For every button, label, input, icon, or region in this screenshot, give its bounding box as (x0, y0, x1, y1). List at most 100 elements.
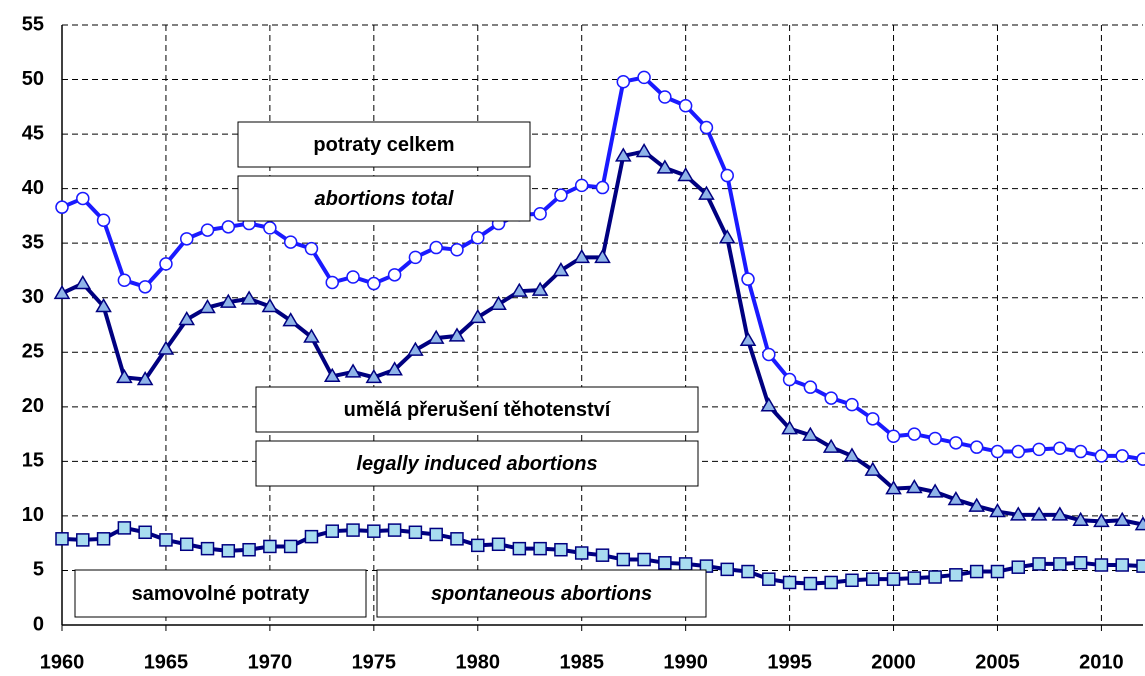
marker (74, 275, 92, 290)
marker (116, 368, 133, 384)
marker (677, 167, 694, 182)
label-box (255, 440, 699, 487)
marker (1073, 444, 1088, 459)
marker (907, 427, 922, 441)
x-tick-label: 1995 (767, 651, 812, 673)
marker (824, 391, 838, 405)
marker (739, 331, 757, 347)
marker (304, 241, 319, 256)
marker (658, 556, 672, 570)
marker (242, 542, 256, 557)
marker (387, 523, 402, 537)
marker (885, 480, 902, 495)
marker (1073, 556, 1088, 570)
marker (741, 564, 755, 579)
series-label: potraty celkem (313, 134, 454, 156)
marker (429, 527, 443, 542)
marker (969, 440, 984, 454)
marker (1115, 449, 1129, 463)
marker (448, 327, 466, 342)
marker (574, 178, 589, 193)
x-tick-label: 1985 (559, 651, 604, 673)
marker (573, 248, 591, 264)
y-tick-label: 55 (22, 13, 44, 35)
y-tick-label: 10 (22, 504, 44, 526)
label-box (255, 386, 699, 433)
marker (282, 312, 299, 327)
marker (157, 340, 175, 355)
marker (179, 232, 194, 246)
marker (720, 168, 734, 183)
marker (221, 544, 236, 558)
marker (76, 191, 90, 206)
marker (55, 200, 69, 214)
marker (949, 436, 963, 450)
marker (138, 280, 152, 294)
marker (782, 575, 797, 590)
marker (1136, 452, 1145, 466)
marker (221, 220, 236, 234)
marker (261, 297, 279, 313)
marker (845, 397, 859, 412)
marker (136, 371, 154, 386)
marker (1011, 560, 1026, 574)
marker (491, 537, 506, 552)
marker (427, 329, 445, 344)
marker (1011, 444, 1026, 459)
marker (1053, 557, 1067, 571)
label-box (237, 121, 531, 168)
y-tick-label: 35 (22, 231, 44, 253)
marker (178, 311, 196, 326)
marker (304, 529, 319, 544)
marker (76, 533, 90, 547)
marker (635, 143, 653, 158)
marker (95, 297, 112, 313)
marker (658, 90, 672, 104)
marker (554, 542, 568, 557)
marker (531, 281, 549, 296)
marker (159, 533, 173, 547)
marker (968, 497, 985, 512)
series-label: spontaneous abortions (431, 583, 652, 605)
marker (240, 290, 258, 305)
x-tick-label: 1960 (40, 651, 85, 673)
marker (969, 564, 984, 579)
marker (1134, 516, 1145, 531)
marker (1093, 512, 1110, 528)
series-label: legally induced abortions (356, 453, 597, 475)
marker (947, 491, 965, 506)
marker (450, 242, 464, 257)
y-tick-label: 40 (22, 177, 44, 199)
marker (741, 272, 755, 286)
marker (906, 479, 923, 494)
marker (720, 562, 734, 577)
marker (283, 235, 298, 249)
marker (762, 347, 776, 362)
series-label: abortions total (315, 188, 454, 210)
marker (637, 70, 651, 85)
marker (263, 221, 277, 235)
marker (386, 361, 403, 376)
y-tick-label: 30 (22, 286, 44, 308)
marker (407, 341, 424, 356)
marker (325, 524, 339, 538)
marker (200, 541, 215, 556)
marker (200, 223, 215, 237)
marker (55, 532, 69, 546)
marker (886, 429, 901, 444)
marker (864, 461, 882, 476)
marker (990, 444, 1005, 459)
marker (323, 367, 341, 383)
marker (1053, 441, 1067, 456)
x-tick-label: 1970 (248, 651, 293, 673)
x-tick-label: 1990 (663, 651, 708, 673)
marker (595, 548, 610, 562)
marker (533, 541, 547, 556)
label-box (237, 175, 531, 222)
series-label: umělá přerušení těhotenství (344, 399, 612, 421)
marker (346, 270, 360, 284)
marker (429, 240, 443, 255)
marker (698, 185, 715, 200)
marker (1094, 558, 1109, 572)
marker (344, 363, 362, 378)
